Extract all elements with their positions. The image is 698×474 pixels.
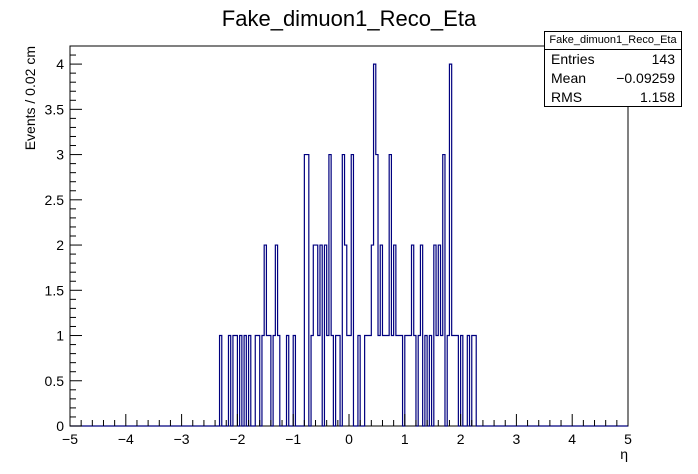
y-axis-label: Events / 0.02 cm	[22, 46, 38, 150]
histogram-line	[70, 63, 628, 427]
x-tick-label: 5	[624, 431, 632, 447]
x-tick-label: 2	[457, 431, 465, 447]
stats-label: Entries	[551, 51, 595, 67]
x-tick-label: −1	[285, 431, 301, 447]
stats-label: RMS	[551, 89, 583, 105]
stats-row-entries: Entries 143	[545, 50, 681, 69]
stats-box: Fake_dimuon1_Reco_Eta Entries 143 Mean −…	[544, 31, 682, 107]
stats-row-rms: RMS 1.158	[545, 88, 681, 107]
stats-value: 1.158	[639, 89, 675, 105]
stats-title: Fake_dimuon1_Reco_Eta	[545, 32, 681, 50]
x-tick-label: 1	[401, 431, 409, 447]
x-tick-label: 3	[513, 431, 521, 447]
stats-value: 143	[651, 51, 675, 67]
x-axis-label: η	[620, 446, 628, 462]
y-tick-label: 2.5	[45, 192, 65, 208]
y-tick-label: 0.5	[45, 373, 65, 389]
y-tick-label: 1	[56, 328, 64, 344]
y-tick-label: 3.5	[45, 101, 65, 117]
x-tick-label: −3	[174, 431, 190, 447]
y-tick-label: 3	[56, 147, 64, 163]
stats-label: Mean	[551, 70, 587, 86]
x-tick-label: −4	[118, 431, 134, 447]
y-tick-label: 4	[56, 56, 64, 72]
y-tick-label: 2	[56, 237, 64, 253]
stats-value: −0.09259	[616, 70, 675, 86]
x-tick-label: 4	[568, 431, 576, 447]
x-tick-label: −2	[229, 431, 245, 447]
x-tick-label: −5	[62, 431, 78, 447]
y-tick-label: 1.5	[45, 282, 65, 298]
chart-title: Fake_dimuon1_Reco_Eta	[221, 6, 477, 31]
y-tick-label: 0	[56, 418, 64, 434]
x-tick-label: 0	[345, 431, 353, 447]
stats-row-mean: Mean −0.09259	[545, 69, 681, 88]
